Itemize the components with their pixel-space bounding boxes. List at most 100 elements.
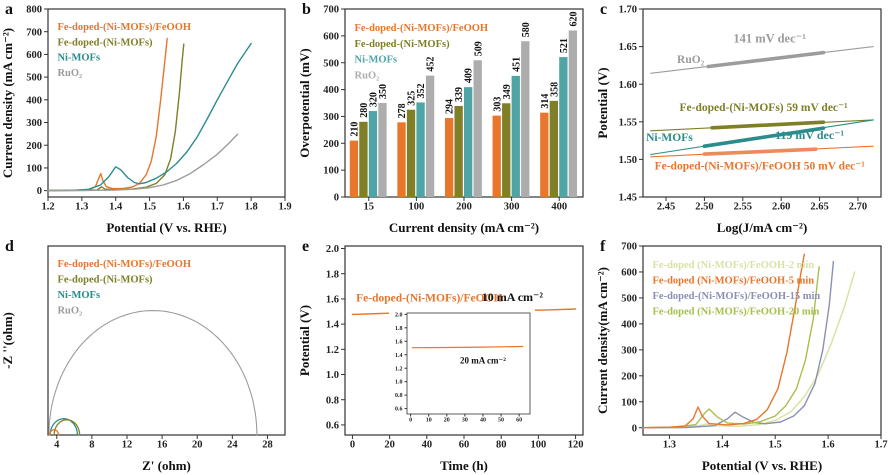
svg-text:1.2: 1.2 [326, 345, 339, 356]
svg-text:200: 200 [621, 371, 637, 382]
svg-text:300: 300 [504, 201, 520, 212]
svg-text:500: 500 [621, 293, 637, 304]
svg-text:RuO₂: RuO₂ [677, 54, 705, 66]
svg-text:Current density(mA cm⁻²): Current density(mA cm⁻²) [595, 267, 610, 414]
svg-text:100: 100 [621, 397, 637, 408]
svg-text:RuO₂: RuO₂ [57, 68, 82, 79]
svg-text:10: 10 [426, 418, 432, 424]
svg-text:Fe-doped-(Ni-MOFs)/FeOOH: Fe-doped-(Ni-MOFs)/FeOOH [57, 22, 191, 33]
svg-text:2.60: 2.60 [772, 201, 790, 212]
panel-c: c 1.45 1.50 1.55 1.60 1.65 1.70 2.45 2.50 2.55 2.… [595, 0, 893, 237]
svg-text:1.7: 1.7 [211, 201, 224, 212]
svg-text:0.6: 0.6 [326, 420, 339, 431]
svg-text:1.0: 1.0 [395, 380, 403, 386]
svg-text:20: 20 [444, 418, 450, 424]
svg-text:0.8: 0.8 [326, 395, 339, 406]
svg-text:40: 40 [422, 439, 433, 450]
svg-text:300: 300 [621, 345, 637, 356]
svg-text:451: 451 [511, 57, 522, 72]
svg-text:352: 352 [416, 83, 427, 98]
svg-text:320: 320 [369, 92, 380, 107]
chart-a-lsv: 0 100 200 300 400 500 600 700 800 1.2 1.3 1.4 1.5 1.6… [0, 5, 292, 235]
svg-text:700: 700 [323, 5, 339, 16]
svg-text:600: 600 [323, 31, 339, 42]
svg-text:452: 452 [426, 57, 437, 72]
svg-text:1.3: 1.3 [75, 201, 88, 212]
svg-text:280: 280 [359, 103, 370, 118]
svg-text:500: 500 [323, 58, 339, 69]
svg-text:1.6: 1.6 [177, 201, 190, 212]
panel-b: b 0 100 200 300 400 500 600 700 Current density … [297, 0, 595, 237]
svg-text:100: 100 [323, 166, 339, 177]
svg-text:RuO₂: RuO₂ [57, 305, 82, 316]
svg-text:Potential (V): Potential (V) [297, 305, 312, 376]
svg-text:Current density (mA cm⁻²): Current density (mA cm⁻²) [0, 28, 15, 178]
panel-b-label: b [302, 1, 311, 18]
svg-text:500: 500 [26, 73, 42, 84]
svg-text:0: 0 [350, 439, 355, 450]
svg-text:Ni-MOFs: Ni-MOFs [355, 55, 398, 66]
svg-text:Fe-doped-(Ni-MOFs) 59 mV dec⁻: Fe-doped-(Ni-MOFs) 59 mV dec⁻¹ [680, 102, 848, 114]
svg-text:509: 509 [473, 41, 484, 56]
svg-text:20 mA cm⁻²: 20 mA cm⁻² [460, 356, 506, 366]
svg-text:Fe-doped-(Ni-MOFs)/FeOOH: Fe-doped-(Ni-MOFs)/FeOOH [57, 259, 191, 270]
svg-text:24: 24 [227, 439, 238, 450]
svg-text:349: 349 [502, 84, 513, 99]
svg-text:300: 300 [26, 118, 42, 129]
svg-text:800: 800 [26, 5, 42, 16]
svg-text:8: 8 [89, 439, 94, 450]
panel-c-label: c [600, 1, 608, 18]
svg-text:120: 120 [568, 439, 584, 450]
svg-text:400: 400 [26, 95, 42, 106]
svg-text:40: 40 [480, 418, 486, 424]
svg-text:303: 303 [492, 97, 503, 112]
panel-e-label: e [302, 238, 310, 255]
svg-text:Ni-MOFs: Ni-MOFs [646, 132, 693, 144]
svg-text:400: 400 [323, 85, 339, 96]
svg-text:409: 409 [464, 68, 475, 83]
svg-text:325: 325 [407, 91, 418, 106]
svg-text:100: 100 [26, 164, 42, 175]
panel-e: e 0.6 0.8 1.0 1.2 1.4 1.6 1.8 2.0 0 20 40 60 80 100 12… [297, 237, 595, 475]
panel-d-label: d [5, 238, 14, 255]
svg-text:1.65: 1.65 [619, 42, 637, 53]
svg-text:12: 12 [122, 439, 133, 450]
svg-text:1.7: 1.7 [874, 439, 887, 450]
svg-text:0.6: 0.6 [395, 407, 403, 413]
svg-text:1.8: 1.8 [326, 269, 339, 280]
svg-text:1.5: 1.5 [143, 201, 156, 212]
svg-text:1.70: 1.70 [619, 5, 637, 16]
svg-text:2.70: 2.70 [849, 201, 867, 212]
svg-text:60: 60 [459, 439, 470, 450]
svg-text:80: 80 [496, 439, 507, 450]
svg-text:1.6: 1.6 [822, 439, 835, 450]
svg-text:1.6: 1.6 [326, 294, 339, 305]
panel-a-label: a [5, 1, 13, 18]
svg-text:521: 521 [559, 38, 570, 53]
svg-text:Fe-doped-(Ni-MOFs): Fe-doped-(Ni-MOFs) [355, 39, 451, 50]
svg-text:60: 60 [516, 418, 522, 424]
svg-text:Fe-doped (Ni-MOFs)/FeOOH-2 min: Fe-doped (Ni-MOFs)/FeOOH-2 min [653, 260, 815, 271]
svg-text:700: 700 [621, 242, 637, 253]
svg-text:-Z ''(ohm): -Z ''(ohm) [0, 312, 15, 369]
svg-text:1.6: 1.6 [395, 339, 403, 345]
svg-text:50: 50 [498, 418, 504, 424]
svg-text:0: 0 [632, 423, 637, 434]
svg-text:Fe-doped-(Ni-MOFs)/FeOOH-15 mi: Fe-doped-(Ni-MOFs)/FeOOH-15 min [653, 291, 821, 302]
svg-text:2.65: 2.65 [810, 201, 828, 212]
svg-text:210: 210 [350, 122, 361, 137]
svg-text:1.8: 1.8 [395, 326, 403, 332]
panel-d: d 4 8 12 16 20 24 28 Z' (ohm) -Z ''(ohm) Fe-doped… [0, 237, 297, 475]
svg-text:119 mV dec⁻¹: 119 mV dec⁻¹ [775, 128, 844, 142]
svg-text:20: 20 [192, 439, 203, 450]
svg-text:1.4: 1.4 [395, 353, 403, 359]
svg-text:2.0: 2.0 [326, 244, 339, 255]
svg-text:100: 100 [531, 439, 547, 450]
svg-text:16: 16 [157, 439, 168, 450]
svg-text:620: 620 [568, 11, 579, 26]
svg-text:400: 400 [621, 319, 637, 330]
svg-text:400: 400 [551, 201, 567, 212]
panel-f: f 0 100 200 300 400 500 600 700 1.3 1.4 1.5 1.6 1.7 P… [595, 237, 893, 475]
svg-text:1.45: 1.45 [619, 193, 637, 204]
svg-text:0: 0 [37, 186, 42, 197]
